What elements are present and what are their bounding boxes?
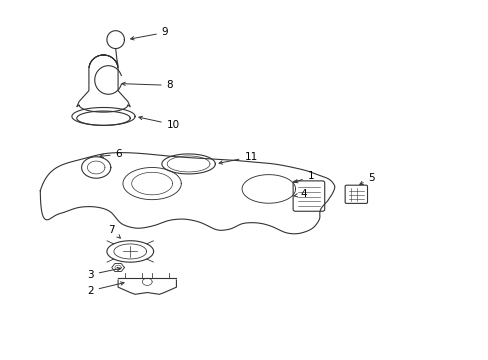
- Text: 11: 11: [219, 152, 257, 164]
- Text: 4: 4: [294, 189, 306, 199]
- Text: 1: 1: [294, 171, 314, 183]
- Text: 7: 7: [108, 225, 120, 238]
- Text: 9: 9: [130, 27, 168, 40]
- Text: 6: 6: [100, 149, 122, 159]
- Text: 3: 3: [87, 267, 121, 280]
- Text: 8: 8: [122, 80, 173, 90]
- Text: 10: 10: [139, 116, 180, 130]
- Text: 5: 5: [359, 173, 374, 184]
- Text: 2: 2: [87, 282, 124, 296]
